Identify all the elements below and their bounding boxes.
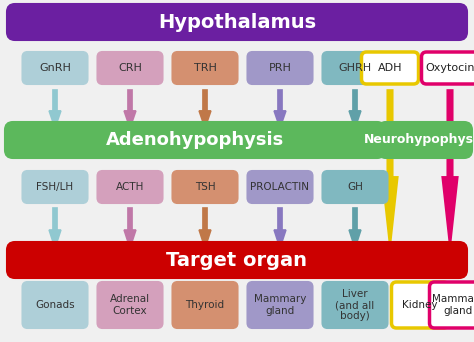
FancyArrow shape <box>199 90 211 128</box>
FancyBboxPatch shape <box>7 242 467 278</box>
FancyArrow shape <box>349 208 361 248</box>
Text: TRH: TRH <box>193 63 217 73</box>
Text: Kidney: Kidney <box>402 300 438 310</box>
Text: Adenohypophysis: Adenohypophysis <box>106 131 284 149</box>
FancyBboxPatch shape <box>173 171 237 203</box>
Text: PROLACTIN: PROLACTIN <box>250 182 310 192</box>
Text: CRH: CRH <box>118 63 142 73</box>
FancyArrow shape <box>274 90 286 128</box>
Text: Oxytocin: Oxytocin <box>425 63 474 73</box>
Text: PRH: PRH <box>269 63 292 73</box>
Text: Liver
(and all
body): Liver (and all body) <box>336 289 374 321</box>
FancyBboxPatch shape <box>98 52 163 84</box>
FancyBboxPatch shape <box>173 52 237 84</box>
FancyBboxPatch shape <box>247 171 312 203</box>
Text: GnRH: GnRH <box>39 63 71 73</box>
FancyBboxPatch shape <box>322 282 388 328</box>
FancyBboxPatch shape <box>173 282 237 328</box>
Text: Target organ: Target organ <box>166 250 308 269</box>
Text: Thyroid: Thyroid <box>185 300 225 310</box>
FancyBboxPatch shape <box>247 52 312 84</box>
Text: ACTH: ACTH <box>116 182 144 192</box>
Text: GH: GH <box>347 182 363 192</box>
FancyBboxPatch shape <box>7 4 467 40</box>
Text: ADH: ADH <box>378 63 402 73</box>
FancyBboxPatch shape <box>392 282 448 328</box>
FancyArrow shape <box>349 90 361 128</box>
FancyArrow shape <box>49 208 61 248</box>
Text: Neurohypophysis: Neurohypophysis <box>364 133 474 146</box>
FancyBboxPatch shape <box>98 282 163 328</box>
FancyBboxPatch shape <box>421 52 474 84</box>
FancyArrow shape <box>124 90 136 128</box>
FancyBboxPatch shape <box>22 282 88 328</box>
FancyBboxPatch shape <box>429 282 474 328</box>
FancyArrow shape <box>382 90 398 248</box>
Text: FSH/LH: FSH/LH <box>36 182 73 192</box>
FancyArrow shape <box>442 90 458 248</box>
Text: Hypothalamus: Hypothalamus <box>158 13 316 31</box>
FancyArrow shape <box>124 208 136 248</box>
FancyBboxPatch shape <box>247 282 312 328</box>
FancyBboxPatch shape <box>362 52 419 84</box>
FancyBboxPatch shape <box>322 171 388 203</box>
FancyArrow shape <box>274 208 286 248</box>
Text: GHRH: GHRH <box>338 63 372 73</box>
FancyBboxPatch shape <box>98 171 163 203</box>
FancyBboxPatch shape <box>22 52 88 84</box>
FancyArrow shape <box>199 208 211 248</box>
Text: Mammary
gland: Mammary gland <box>254 294 306 316</box>
Text: Mammary
gland: Mammary gland <box>432 294 474 316</box>
Text: TSH: TSH <box>195 182 215 192</box>
Text: Gonads: Gonads <box>35 300 75 310</box>
FancyBboxPatch shape <box>5 122 385 158</box>
Text: Adrenal
Cortex: Adrenal Cortex <box>110 294 150 316</box>
FancyBboxPatch shape <box>378 122 472 158</box>
FancyArrow shape <box>49 90 61 128</box>
FancyBboxPatch shape <box>22 171 88 203</box>
FancyBboxPatch shape <box>322 52 388 84</box>
